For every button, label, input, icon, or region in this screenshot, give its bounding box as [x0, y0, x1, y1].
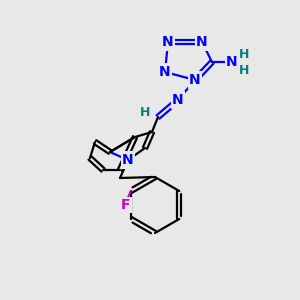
Text: N: N: [122, 153, 134, 167]
Text: N: N: [172, 93, 184, 107]
Text: N: N: [196, 35, 208, 49]
Text: H: H: [239, 64, 249, 76]
Text: N: N: [159, 65, 171, 79]
Text: N: N: [162, 35, 174, 49]
Text: H: H: [239, 47, 249, 61]
Text: F: F: [121, 198, 130, 212]
Text: H: H: [140, 106, 150, 118]
Text: N: N: [189, 73, 201, 87]
Text: N: N: [226, 55, 238, 69]
